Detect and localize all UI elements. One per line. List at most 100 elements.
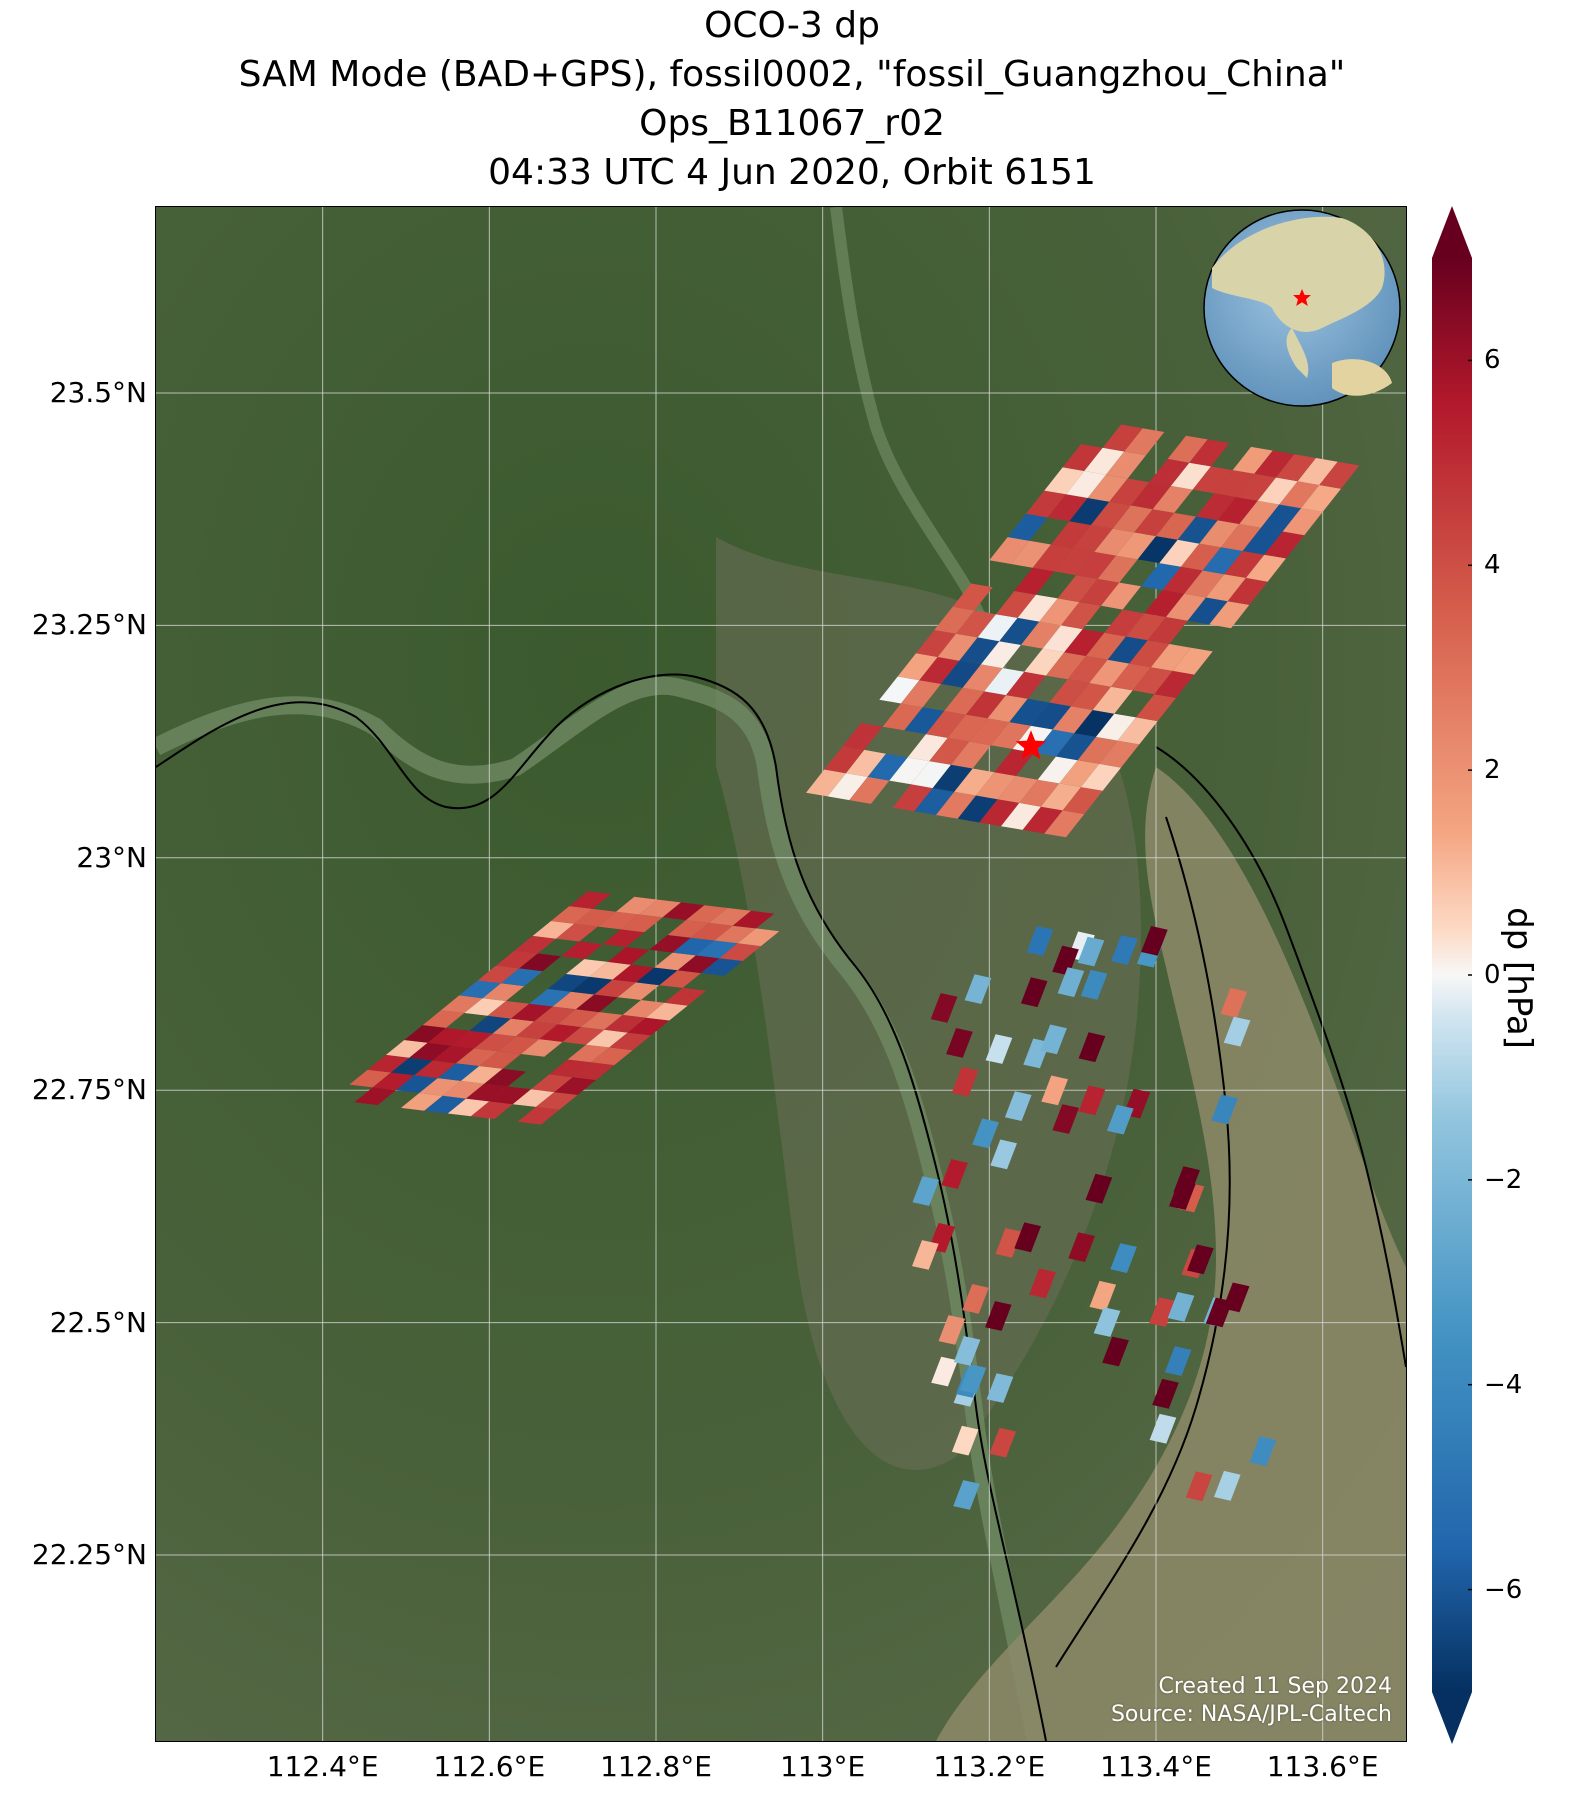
dp-pixel	[1093, 1307, 1121, 1337]
dp-pixel	[686, 905, 728, 923]
dp-pixel	[1151, 644, 1191, 671]
dp-pixel	[696, 940, 738, 959]
dp-pixel	[1007, 513, 1048, 541]
dp-pixel	[962, 1284, 989, 1314]
dp-pixel	[469, 1015, 511, 1034]
dp-pixel	[953, 1336, 981, 1366]
coastline-east	[1155, 746, 1406, 1368]
dp-pixel	[459, 980, 501, 999]
dp-pixel	[1029, 1268, 1056, 1299]
dp-pixel	[1129, 640, 1170, 668]
lon-tick-label: 113.4°E	[1100, 1750, 1212, 1783]
dp-pixel	[1067, 656, 1108, 683]
dp-pixel	[1107, 636, 1148, 664]
dp-pixel	[612, 964, 655, 983]
dp-pixel	[951, 1066, 979, 1097]
dp-pixel	[349, 1069, 391, 1088]
dp-pixel	[569, 891, 611, 909]
dp-pixel	[572, 1062, 615, 1080]
lat-tick-label: 23°N	[76, 840, 147, 874]
dp-pixel	[521, 1039, 563, 1057]
dp-pixel	[930, 993, 958, 1023]
dp-pixel	[1185, 1471, 1213, 1502]
dp-pixel	[919, 657, 960, 684]
dp-pixel	[1112, 505, 1153, 533]
dp-pixel	[586, 1029, 628, 1048]
credit-text: Created 11 Sep 2024 Source: NASA/JPL-Cal…	[1111, 1673, 1392, 1729]
dp-pixel	[946, 1028, 973, 1058]
dp-pixel	[659, 970, 701, 988]
dp-pixel	[466, 1083, 508, 1102]
dp-pixel	[957, 795, 998, 823]
dp-pixel	[404, 1025, 446, 1043]
dp-pixel	[996, 591, 1036, 618]
colorbar-extend-bottom	[1432, 1692, 1472, 1744]
dp-pixel	[654, 952, 696, 971]
dp-pixel	[1084, 447, 1125, 475]
dp-pixel	[1032, 544, 1073, 572]
dp-pixel	[944, 687, 985, 715]
dp-pixel	[1019, 779, 1060, 807]
dp-pixel	[1057, 967, 1085, 998]
dp-pixel	[487, 1001, 530, 1019]
dp-pixel	[1167, 1292, 1195, 1322]
dp-pixel	[589, 961, 631, 980]
lon-tick-label: 113°E	[780, 1750, 866, 1783]
map-canvas	[156, 207, 1406, 1741]
dp-pixel	[1079, 578, 1120, 606]
dp-pixel	[649, 935, 691, 953]
dp-pixel	[571, 976, 613, 995]
dp-pixel	[981, 641, 1021, 669]
dp-pixel	[391, 1057, 433, 1076]
lon-tick-label: 112.4°E	[266, 1750, 379, 1783]
dp-pixel	[1167, 435, 1208, 463]
dp-pixel	[1124, 428, 1165, 456]
dp-pixel	[367, 1054, 410, 1073]
dp-pixel	[662, 902, 705, 921]
dp-pixel	[954, 768, 995, 796]
dp-pixel	[1054, 548, 1095, 576]
dp-pixel	[512, 1089, 555, 1107]
dp-pixel	[1037, 756, 1078, 784]
dp-pixel	[529, 988, 571, 1007]
lat-tick-label: 23.25°N	[31, 608, 147, 642]
dp-pixel	[941, 1159, 968, 1189]
dp-pixel	[719, 943, 761, 961]
dp-pixel	[1094, 528, 1135, 556]
dp-pixel	[1239, 500, 1280, 528]
dp-pixel	[995, 1228, 1023, 1258]
dp-pixel	[576, 994, 618, 1013]
dp-pixel	[567, 1044, 610, 1063]
dp-pixel	[557, 1009, 600, 1027]
dp-pixel	[372, 1072, 415, 1091]
dp-pixel	[1044, 467, 1085, 495]
dp-pixel	[386, 1040, 428, 1058]
dp-pixel	[597, 911, 640, 930]
dp-pixel	[904, 707, 945, 735]
map-panel[interactable]: Created 11 Sep 2024 Source: NASA/JPL-Cal…	[155, 206, 1407, 1742]
dp-pixel	[951, 1425, 979, 1456]
lat-tick-label: 22.25°N	[31, 1538, 147, 1572]
dp-pixel	[1276, 454, 1316, 482]
lat-tick-label: 23.5°N	[49, 375, 147, 409]
dp-pixel	[1149, 458, 1190, 486]
dp-pixel	[1074, 710, 1115, 737]
dp-pixel	[1169, 1180, 1196, 1210]
dp-pixel	[574, 908, 616, 927]
dp-pixel	[709, 908, 751, 926]
dp-pixel	[1217, 497, 1258, 524]
dp-pixel	[461, 1066, 503, 1084]
dp-pixel	[849, 776, 890, 804]
dp-pixel	[1102, 424, 1143, 452]
dp-pixel	[419, 1078, 461, 1096]
lat-tick-label: 22.5°N	[49, 1305, 147, 1339]
dp-pixel	[1136, 694, 1176, 722]
dp-pixel	[1092, 686, 1133, 714]
colorbar-extend-top	[1432, 206, 1472, 258]
dp-pixel	[824, 746, 865, 774]
gridlines	[156, 207, 1406, 1741]
dp-pixel	[1022, 806, 1063, 834]
dp-pixel	[827, 773, 868, 801]
dp-pixel	[501, 968, 543, 987]
dp-pixel	[1059, 760, 1100, 788]
